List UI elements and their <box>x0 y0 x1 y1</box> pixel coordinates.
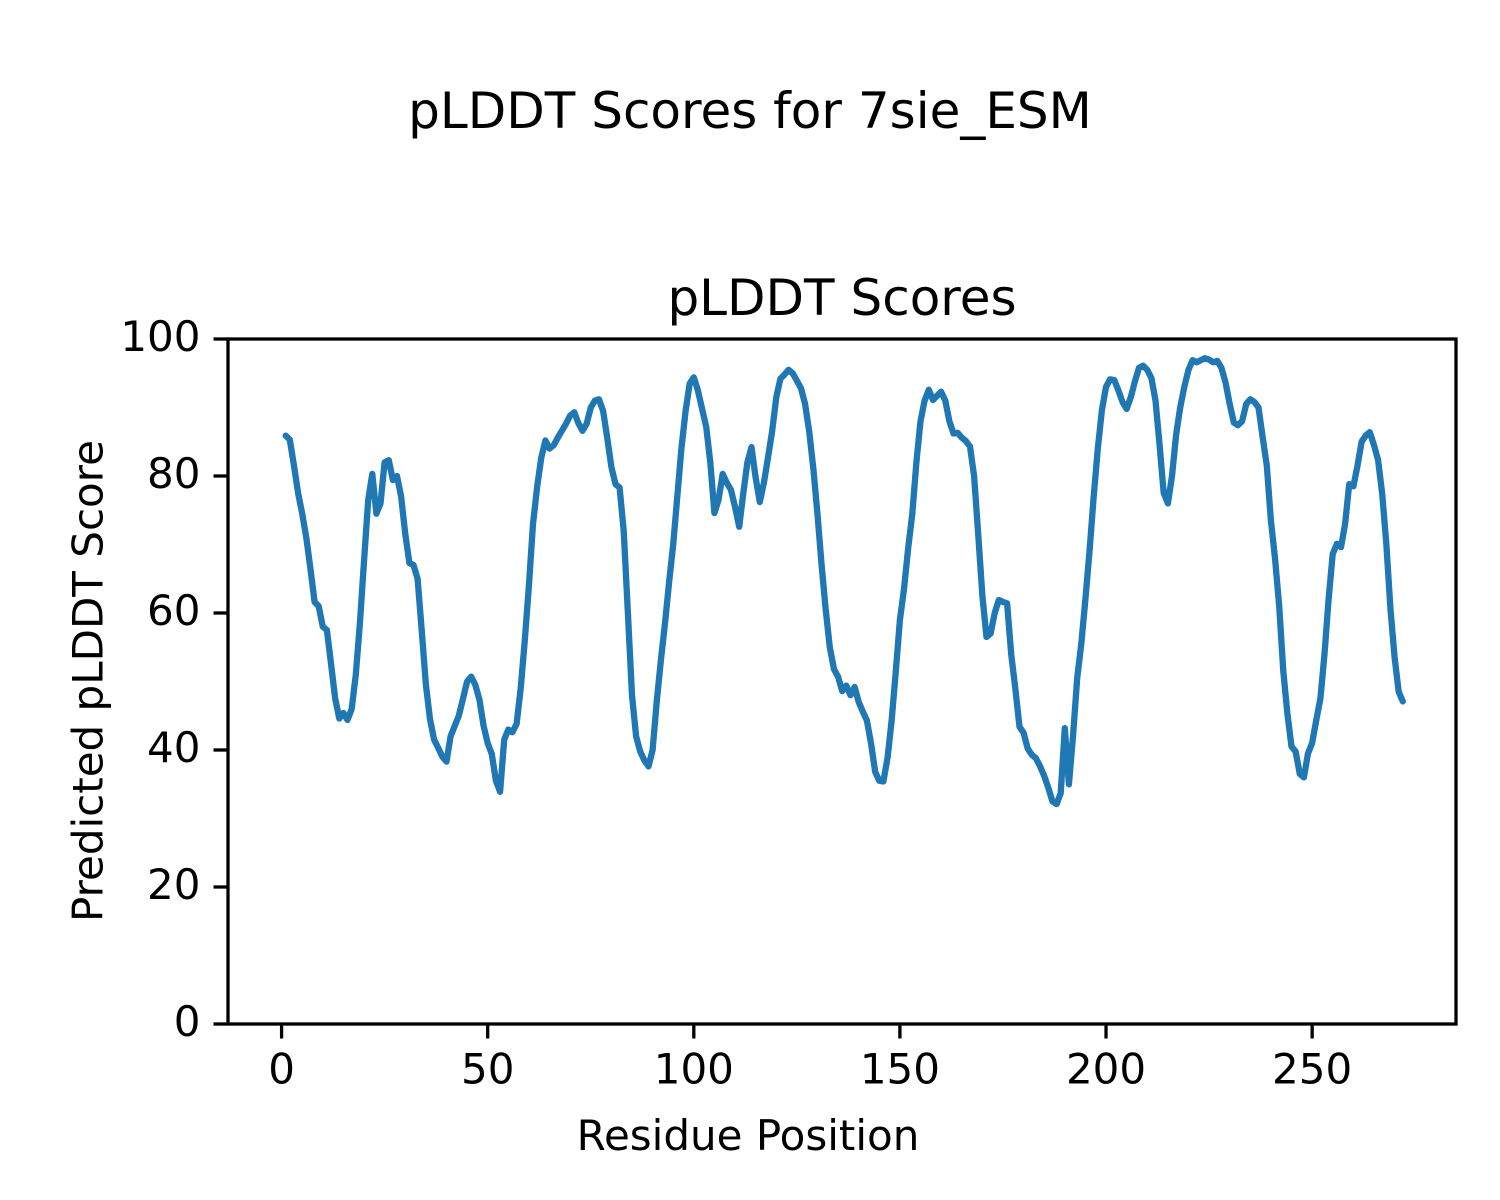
y-tick-label: 20 <box>147 860 200 909</box>
x-tick-label: 200 <box>1066 1045 1146 1094</box>
plddt-line-series <box>282 355 1406 808</box>
axes-title: pLDDT Scores <box>667 269 1016 327</box>
axes-frame <box>226 337 1458 1026</box>
y-tick-label: 100 <box>120 312 200 361</box>
axis-tick-labels: 0 50 100 150 200 250 0 20 40 60 80 100 <box>120 312 1352 1094</box>
x-tick-label: 0 <box>268 1045 295 1094</box>
x-tick-label: 100 <box>654 1045 734 1094</box>
y-tick-label: 60 <box>147 586 200 635</box>
axis-ticks <box>213 337 1314 1039</box>
y-axis-label: Predicted pLDDT Score <box>64 440 113 922</box>
x-tick-label: 250 <box>1272 1045 1352 1094</box>
x-tick-label: 150 <box>860 1045 940 1094</box>
x-tick-label: 50 <box>461 1045 514 1094</box>
y-tick-label: 0 <box>174 997 201 1046</box>
y-tick-label: 80 <box>147 449 200 498</box>
figure-title: pLDDT Scores for 7sie_ESM <box>408 82 1092 140</box>
x-axis-label: Residue Position <box>577 1111 920 1160</box>
y-tick-label: 40 <box>147 723 200 772</box>
